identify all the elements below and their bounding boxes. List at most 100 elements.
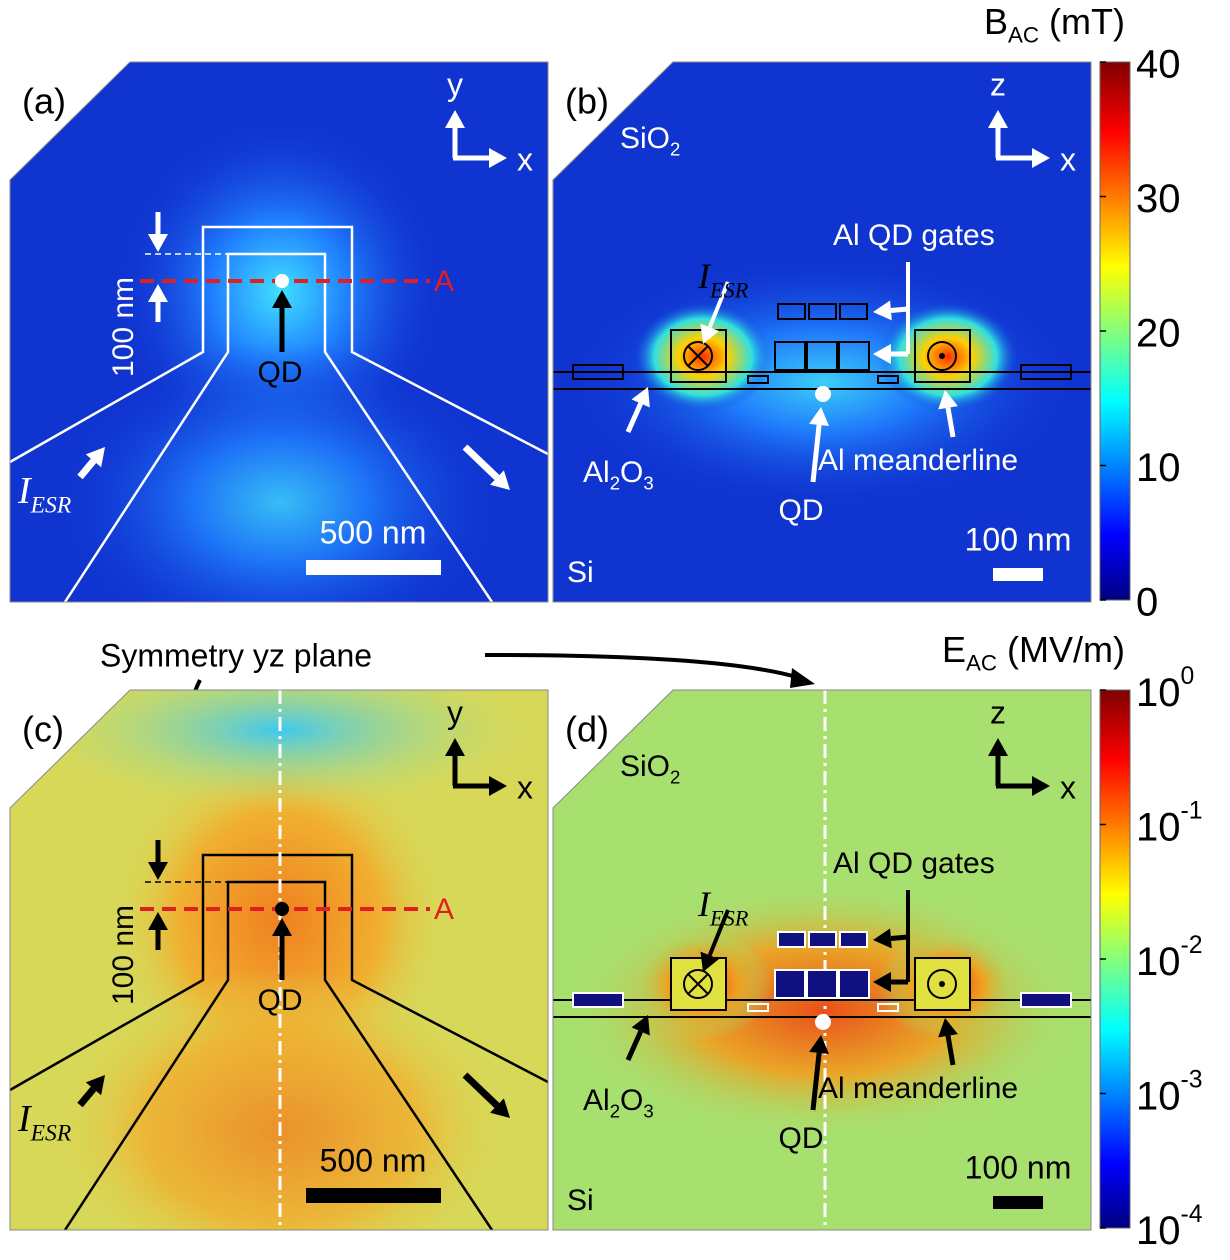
text-part: Al [583, 1084, 610, 1117]
text-part: 10 [1136, 805, 1181, 849]
text-index: 2 [670, 766, 680, 787]
panel-label: (d) [565, 709, 609, 750]
axis-label: y [447, 694, 463, 730]
axis-label: y [447, 66, 463, 102]
annotation: Al meanderline [818, 1072, 1018, 1105]
panel: SiO2SiAl QD gatesIESRAl2O3QDAl meanderli… [553, 62, 1091, 602]
side-line [573, 993, 623, 1007]
colorbar-title: BAC (mT) [984, 1, 1125, 48]
text-part: 100 nm [107, 905, 140, 1005]
text-part: Al meanderline [818, 444, 1018, 477]
colorbar-tick-label: 10-1 [1136, 797, 1203, 849]
panel-label: (a) [22, 81, 66, 122]
colorbar-tick-label: 30 [1136, 177, 1181, 221]
colorbar-tick-label: 10 [1136, 446, 1181, 490]
colorbar-tick-label: 20 [1136, 312, 1181, 356]
colorbar-title: EAC (MV/m) [942, 629, 1125, 676]
gate [775, 970, 805, 998]
current-out-dot [939, 981, 945, 987]
gate [778, 932, 805, 947]
axis-label: x [517, 141, 533, 177]
text-part: Al [583, 456, 610, 489]
text-index: -2 [1181, 932, 1203, 959]
panel-map [10, 650, 548, 1255]
axis-label: z [990, 694, 1006, 730]
annotation: Al QD gates [833, 219, 995, 252]
text-part: QD [779, 1122, 824, 1155]
colorbar-tick-label: 40 [1136, 43, 1181, 87]
scale-label: 100 nm [965, 521, 1072, 557]
annotation: QD [779, 1122, 824, 1155]
text-index: ESR [30, 493, 72, 519]
text-part: Al QD gates [833, 219, 995, 252]
colorbar-tick-label: 10-3 [1136, 1066, 1203, 1118]
gate [809, 932, 836, 947]
note: Symmetry yz plane [100, 637, 372, 673]
text-index: -1 [1181, 797, 1203, 824]
annotation: A [434, 265, 454, 298]
text-part: 100 nm [107, 277, 140, 377]
scale-bar [993, 568, 1043, 581]
text-index: -4 [1181, 1201, 1203, 1228]
annotation: Si [567, 556, 594, 589]
text-part: Si [567, 556, 594, 589]
qd-dot [815, 1014, 831, 1030]
text-part: QD [258, 356, 303, 389]
text-part: 10 [1136, 1209, 1181, 1253]
panel: 100 nmAQDIESR(c)yx500 nm [10, 650, 548, 1255]
text-part: 10 [1136, 671, 1181, 715]
scale-label: 500 nm [320, 514, 427, 550]
text-index: 3 [643, 472, 653, 493]
gate [840, 932, 867, 947]
text-index: 3 [643, 1100, 653, 1121]
current-out-dot [939, 353, 945, 359]
text-index: 2 [610, 1100, 620, 1121]
annotation: QD [258, 984, 303, 1017]
scale-label: 500 nm [320, 1142, 427, 1178]
colorbar-tick-label: 10-2 [1136, 932, 1203, 984]
text-index: ESR [709, 906, 749, 931]
text-part: (MV/m) [997, 629, 1125, 670]
arrow [891, 937, 908, 938]
axis-label: x [1060, 769, 1076, 805]
text-index: -3 [1181, 1066, 1203, 1093]
text-part: B [984, 1, 1008, 42]
figure: Symmetry yz plane 100 nmAQDIESR(a)yx500 … [0, 0, 1230, 1255]
scale-label: 100 nm [965, 1149, 1072, 1185]
annotation: Al meanderline [818, 444, 1018, 477]
field-glow [50, 342, 510, 662]
annotation: 100 nm [107, 905, 140, 1005]
text-part: A [434, 265, 454, 298]
arrow [891, 309, 908, 310]
scale-bar [306, 560, 441, 575]
text-part: (mT) [1039, 1, 1125, 42]
qd-dot [275, 902, 289, 916]
text-part: QD [779, 494, 824, 527]
text-part: 10 [1136, 940, 1181, 984]
text-part: Al meanderline [818, 1072, 1018, 1105]
annotation: QD [258, 356, 303, 389]
text-index: 0 [1181, 663, 1195, 690]
qd-dot [815, 386, 831, 402]
colorbar-tick-label: 100 [1136, 663, 1194, 715]
side-line [1021, 993, 1071, 1007]
colorbar-tick-label: 10-4 [1136, 1201, 1203, 1253]
panel-label: (c) [22, 709, 64, 750]
axis-label: x [517, 769, 533, 805]
text-index: ESR [30, 1121, 72, 1147]
axis-label: z [990, 66, 1006, 102]
text-index: AC [966, 650, 997, 675]
annotation: A [434, 893, 454, 926]
text-index: 2 [610, 472, 620, 493]
scale-bar [993, 1196, 1043, 1209]
text-part: SiO [620, 750, 670, 783]
text-part: O [620, 456, 643, 489]
gate [839, 970, 869, 998]
annotation: Si [567, 1184, 594, 1217]
colorbar-tick-label: 0 [1136, 581, 1158, 625]
annotation: 100 nm [107, 277, 140, 377]
text-index: 2 [670, 138, 680, 159]
text-part: SiO [620, 122, 670, 155]
gate [807, 970, 837, 998]
